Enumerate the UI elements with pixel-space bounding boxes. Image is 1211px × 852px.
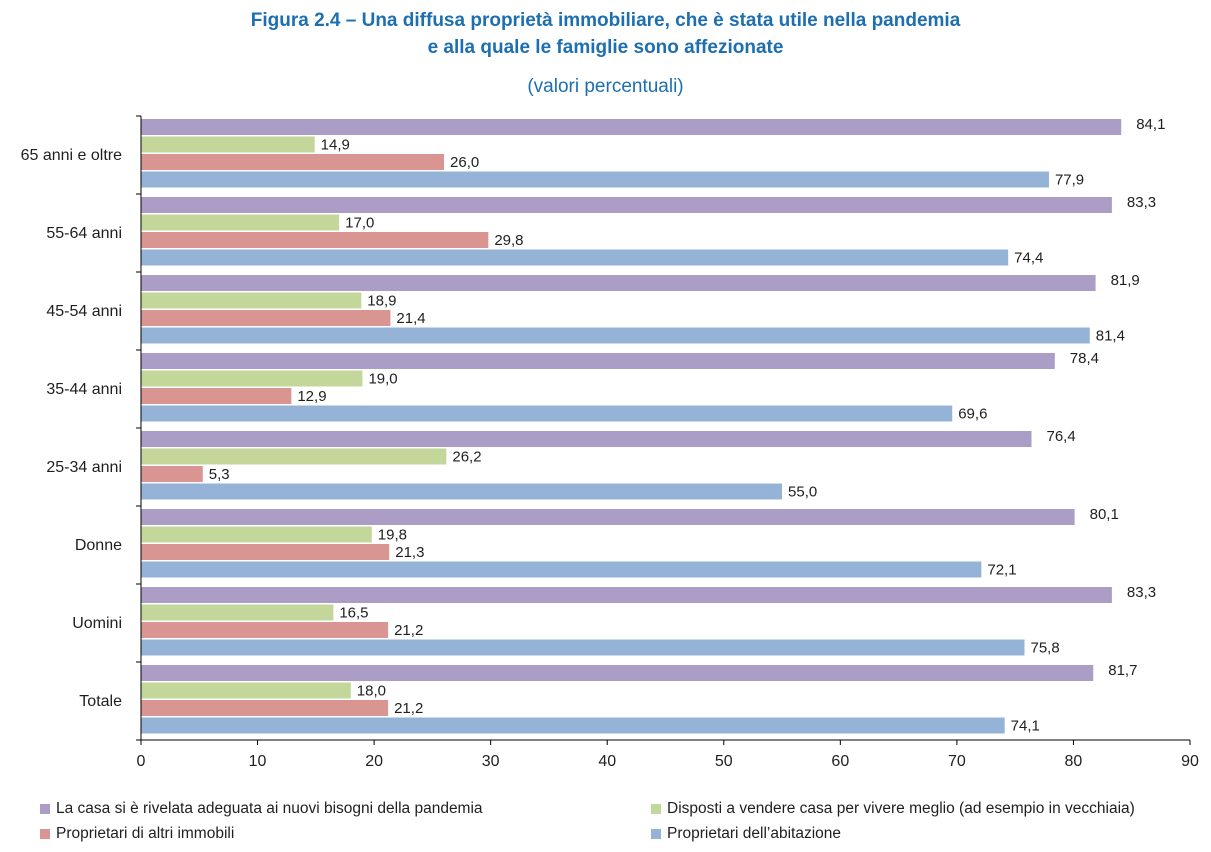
x-tick-label: 0 [137,753,146,770]
category-label: Totale [79,693,122,710]
bar [141,717,1005,734]
bar [141,561,982,578]
bar [141,639,1025,656]
data-label: 75,8 [1030,640,1059,657]
data-label: 19,8 [378,527,407,544]
bar [141,249,1009,266]
legend-item-blue: Proprietari dell’abitazione [651,825,841,843]
data-label: 29,8 [494,232,523,249]
legend-swatch [651,804,661,814]
bar [141,310,391,326]
bar [141,509,1075,525]
bar [141,622,389,638]
data-label: 21,4 [396,310,425,327]
bar [141,466,203,482]
bar [141,604,334,621]
data-label: 26,2 [452,449,481,466]
bar [141,526,372,543]
data-label: 18,9 [367,293,396,310]
x-tick-label: 50 [715,753,733,770]
bar-chart: 84,1 14,9 26,0 77,9 65 anni e oltre 83,3 17,0 2… [21,115,1199,770]
data-label: 14,9 [321,137,350,154]
category-label: 65 anni e oltre [21,147,123,164]
data-label: 18,0 [357,683,386,700]
legend-swatch [40,829,50,839]
data-label: 83,3 [1127,584,1156,601]
x-tick-label: 90 [1181,753,1199,770]
chart-title-line2: e alla quale le famiglie sono affezionat… [427,37,784,58]
bar [141,483,783,500]
data-label: 69,6 [958,406,987,423]
bar [141,405,953,422]
data-label: 78,4 [1070,350,1099,367]
bar [141,154,445,170]
x-tick-label: 20 [365,753,383,770]
data-label: 81,9 [1111,272,1140,289]
bar [141,171,1049,188]
bar [141,353,1055,369]
data-label: 21,2 [394,700,423,717]
bar [141,682,351,699]
bar [141,370,363,387]
data-label: 84,1 [1136,116,1165,133]
bar [141,431,1032,447]
data-label: 72,1 [987,562,1016,579]
bar [141,292,362,309]
bar [141,275,1096,291]
bar [141,388,292,404]
data-label: 83,3 [1127,194,1156,211]
category-label: Donne [75,537,122,554]
data-label: 26,0 [450,154,479,171]
legend-label: Disposti a vendere casa per vivere megli… [667,800,1135,817]
bar [141,665,1094,681]
bar [141,544,390,560]
legend-item-purple: La casa si è rivelata adeguata ai nuovi … [40,800,483,818]
data-label: 17,0 [345,215,374,232]
data-label: 77,9 [1055,172,1084,189]
x-tick-label: 60 [831,753,849,770]
data-label: 74,4 [1014,250,1043,267]
legend-label: Proprietari di altri immobili [56,825,235,842]
data-label: 74,1 [1011,718,1040,735]
category-label: 25-34 anni [46,459,122,476]
chart-subtitle: (valori percentuali) [527,76,684,97]
data-label: 19,0 [368,371,397,388]
bar [141,119,1122,135]
data-label: 76,4 [1046,428,1075,445]
x-tick-label: 30 [482,753,500,770]
legend-swatch [40,804,50,814]
category-label: 35-44 anni [46,381,122,398]
bar [141,214,340,231]
bar [141,197,1112,213]
data-label: 81,4 [1096,328,1125,345]
legend-label: La casa si è rivelata adeguata ai nuovi … [56,800,483,817]
bar [141,232,489,248]
legend-label: Proprietari dell’abitazione [667,825,842,842]
bar [141,136,315,153]
x-tick-label: 80 [1065,753,1083,770]
data-label: 21,2 [394,622,423,639]
data-label: 55,0 [788,484,817,501]
chart-title-line1: Figura 2.4 – Una diffusa proprietà immob… [250,10,961,31]
legend-swatch [651,829,661,839]
data-label: 16,5 [339,605,368,622]
bar [141,700,389,716]
data-label: 80,1 [1090,506,1119,523]
bar [141,448,447,465]
category-label: Uomini [72,615,122,632]
legend-item-green: Disposti a vendere casa per vivere megli… [651,800,1135,818]
x-tick-label: 70 [948,753,966,770]
category-label: 55-64 anni [46,225,122,242]
bar [141,327,1090,344]
data-label: 5,3 [209,466,230,483]
data-label: 21,3 [395,544,424,561]
data-label: 12,9 [297,388,326,405]
legend-item-red: Proprietari di altri immobili [40,825,234,843]
x-tick-label: 40 [598,753,616,770]
x-tick-label: 10 [249,753,267,770]
category-label: 45-54 anni [46,303,122,320]
data-label: 81,7 [1108,662,1137,679]
bar [141,587,1112,603]
